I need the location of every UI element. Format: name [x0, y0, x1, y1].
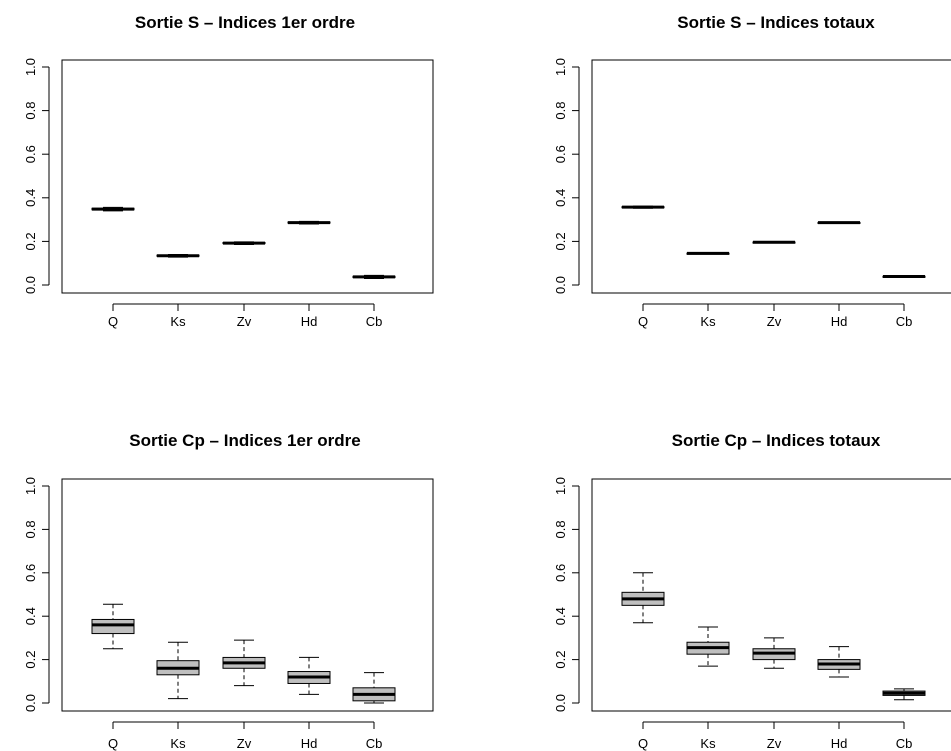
box-q — [621, 205, 665, 209]
chart-title: Sortie Cp – Indices totaux — [672, 431, 881, 450]
y-tick-label: 0.0 — [553, 694, 568, 712]
x-tick-label: Q — [638, 314, 648, 329]
plot-frame — [61, 478, 434, 712]
x-tick-label: Ks — [700, 314, 716, 329]
box-zv — [222, 639, 266, 687]
y-tick-label: 0.0 — [23, 276, 38, 294]
box-ks — [156, 641, 200, 700]
box-zv — [222, 241, 266, 245]
chart-title: Sortie S – Indices 1er ordre — [135, 13, 355, 32]
panel-1: Sortie S – Indices 1er ordre 0.0 0.2 0.4 0.6… — [23, 13, 434, 329]
y-tick-label: 1.0 — [553, 477, 568, 495]
x-tick-label: Q — [638, 736, 648, 751]
y-tick-label: 0.8 — [23, 520, 38, 538]
y-tick-label: 0.8 — [23, 102, 38, 120]
y-tick-label: 1.0 — [23, 58, 38, 76]
y-tick-label: 0.4 — [553, 189, 568, 207]
y-tick-label: 0.2 — [23, 651, 38, 669]
panel-2: Sortie S – Indices totaux 0.0 0.2 0.4 0.6 0.8… — [553, 13, 951, 329]
x-tick-label: Zv — [237, 736, 252, 751]
box-iqr — [91, 618, 135, 635]
box-ks — [686, 626, 730, 667]
y-tick-label: 1.0 — [553, 58, 568, 76]
y-tick-label: 0.0 — [23, 694, 38, 712]
x-tick-label: Hd — [301, 314, 318, 329]
chart-title: Sortie S – Indices totaux — [677, 13, 875, 32]
x-tick-label: Cb — [896, 314, 913, 329]
plot-frame — [61, 59, 434, 294]
chart-title: Sortie Cp – Indices 1er ordre — [129, 431, 360, 450]
y-tick-label: 0.4 — [23, 607, 38, 625]
y-tick-label: 0.2 — [23, 232, 38, 250]
y-tick-label: 0.6 — [553, 145, 568, 163]
y-tick-label: 0.6 — [553, 564, 568, 582]
box-q — [91, 603, 135, 650]
y-tick-label: 0.6 — [23, 145, 38, 163]
x-tick-label: Zv — [767, 314, 782, 329]
x-tick-label: Ks — [170, 314, 186, 329]
y-tick-label: 0.4 — [23, 189, 38, 207]
y-tick-label: 0.2 — [553, 232, 568, 250]
x-tick-label: Hd — [831, 314, 848, 329]
box-q — [621, 572, 665, 624]
box-hd — [287, 220, 331, 225]
box-cb — [352, 274, 396, 279]
x-tick-label: Q — [108, 314, 118, 329]
box-hd — [817, 646, 861, 678]
y-tick-label: 0.2 — [553, 651, 568, 669]
x-tick-label: Ks — [170, 736, 186, 751]
panel-4: Sortie Cp – Indices totaux 0.0 0.2 0.4 0.6 0.… — [553, 431, 951, 751]
x-tick-label: Cb — [366, 314, 383, 329]
x-tick-label: Zv — [767, 736, 782, 751]
box-hd — [817, 221, 861, 225]
y-tick-label: 0.8 — [553, 520, 568, 538]
y-tick-label: 0.0 — [553, 276, 568, 294]
box-cb — [882, 688, 926, 701]
box-ks — [156, 253, 200, 258]
box-cb — [352, 672, 396, 704]
x-tick-label: Cb — [896, 736, 913, 751]
panel-3: Sortie Cp – Indices 1er ordre 0.0 0.2 0.4 0.… — [23, 431, 434, 751]
box-ks — [686, 251, 730, 255]
box-cb — [882, 274, 926, 278]
y-tick-label: 0.4 — [553, 607, 568, 625]
box-zv — [752, 240, 796, 244]
box-zv — [752, 637, 796, 669]
y-tick-label: 1.0 — [23, 477, 38, 495]
x-tick-label: Q — [108, 736, 118, 751]
box-q — [91, 206, 135, 212]
plot-frame — [591, 478, 951, 712]
y-tick-label: 0.6 — [23, 564, 38, 582]
box-hd — [287, 656, 331, 695]
plot-frame — [591, 59, 951, 294]
x-tick-label: Hd — [301, 736, 318, 751]
x-tick-label: Zv — [237, 314, 252, 329]
x-tick-label: Ks — [700, 736, 716, 751]
y-tick-label: 0.8 — [553, 102, 568, 120]
x-tick-label: Cb — [366, 736, 383, 751]
x-tick-label: Hd — [831, 736, 848, 751]
